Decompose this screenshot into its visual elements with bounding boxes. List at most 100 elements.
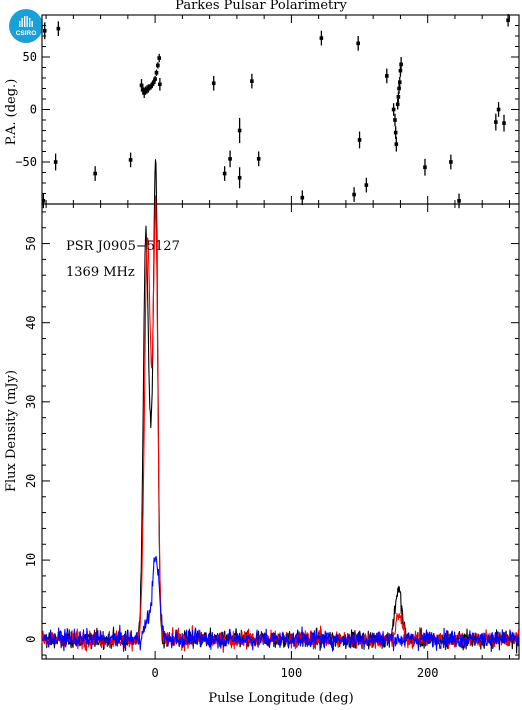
pa-marker bbox=[151, 80, 156, 84]
pa-marker bbox=[228, 157, 232, 161]
pa-point bbox=[506, 13, 510, 27]
pa-marker bbox=[211, 81, 216, 86]
pa-point bbox=[356, 36, 360, 51]
pa-point bbox=[393, 113, 397, 127]
pa-marker bbox=[385, 74, 389, 78]
csiro-logo-disc bbox=[9, 9, 43, 43]
pa-marker bbox=[141, 87, 145, 92]
pa-point bbox=[157, 53, 162, 63]
pa-point bbox=[393, 126, 398, 139]
pa-marker bbox=[53, 160, 58, 164]
pa-point bbox=[364, 177, 369, 193]
pa-ticks: −50 0 50 bbox=[15, 15, 519, 204]
pa-point bbox=[457, 193, 461, 209]
pa-point bbox=[93, 166, 97, 181]
pa-marker bbox=[396, 95, 401, 99]
circular-polarization-line bbox=[41, 555, 520, 653]
pa-ytick-label: 0 bbox=[30, 103, 37, 117]
csiro-logo-text: CSIRO bbox=[16, 30, 37, 37]
pa-marker bbox=[319, 36, 324, 40]
flux-ticks: 0 10 20 30 40 50 0 100 200 bbox=[24, 204, 519, 680]
pa-marker bbox=[150, 82, 155, 87]
pa-marker bbox=[502, 121, 506, 125]
pa-point bbox=[502, 114, 506, 132]
total-intensity-line bbox=[41, 159, 520, 654]
flux-ytick-label: 40 bbox=[24, 315, 38, 329]
flux-xtick-label: 100 bbox=[281, 666, 303, 680]
pa-marker bbox=[142, 90, 147, 95]
pa-ytick-label: 50 bbox=[23, 50, 37, 64]
pa-point bbox=[56, 21, 61, 36]
pa-marker bbox=[237, 128, 242, 133]
pa-marker bbox=[398, 68, 403, 73]
pa-marker bbox=[237, 175, 242, 180]
flux-xlabel: Pulse Longitude (deg) bbox=[208, 691, 353, 706]
pa-point bbox=[396, 91, 401, 103]
pa-point bbox=[222, 166, 227, 181]
pa-ytick-label: −50 bbox=[15, 155, 37, 169]
flux-panel: 0 10 20 30 40 50 0 100 200 Flux Density (mJy) Pu… bbox=[4, 159, 520, 706]
pa-point bbox=[42, 22, 47, 40]
pa-marker bbox=[128, 158, 133, 162]
pa-point bbox=[237, 117, 242, 144]
pa-point bbox=[394, 136, 399, 152]
flux-ytick-label: 30 bbox=[24, 395, 38, 409]
pa-point bbox=[423, 158, 427, 176]
pa-marker bbox=[356, 41, 360, 46]
pa-panel-frame bbox=[41, 14, 520, 205]
pa-point bbox=[211, 75, 216, 91]
pa-marker bbox=[391, 107, 396, 112]
pa-marker bbox=[93, 171, 97, 176]
pa-point bbox=[357, 131, 362, 149]
pa-marker bbox=[364, 183, 369, 187]
flux-ytick-label: 50 bbox=[24, 236, 38, 250]
flux-xtick-label: 0 bbox=[151, 666, 158, 680]
pa-ylabel: P.A. (deg.) bbox=[4, 79, 19, 146]
pa-marker bbox=[149, 84, 153, 89]
pa-point bbox=[158, 78, 162, 91]
pa-point bbox=[496, 102, 501, 117]
pa-marker bbox=[423, 165, 427, 170]
pa-marker bbox=[494, 120, 498, 124]
pa-point bbox=[156, 62, 160, 69]
pa-marker bbox=[394, 142, 399, 146]
flux-ytick-label: 20 bbox=[24, 474, 38, 488]
csiro-logo: CSIRO bbox=[9, 9, 43, 43]
pa-point bbox=[399, 57, 403, 72]
pa-marker bbox=[496, 107, 501, 112]
pa-marker bbox=[56, 26, 61, 31]
pa-marker bbox=[393, 118, 397, 122]
pa-point bbox=[391, 103, 396, 116]
pa-marker bbox=[395, 102, 400, 107]
pa-point bbox=[385, 68, 389, 84]
pa-marker bbox=[156, 63, 160, 68]
pa-point bbox=[256, 151, 261, 167]
pa-marker bbox=[42, 28, 47, 33]
pa-marker bbox=[157, 56, 162, 60]
pa-point bbox=[352, 187, 356, 202]
page-title: Parkes Pulsar Polarimetry bbox=[175, 0, 347, 13]
pa-marker bbox=[256, 157, 261, 161]
pa-points bbox=[41, 13, 510, 209]
pa-marker bbox=[399, 62, 403, 67]
pa-marker bbox=[352, 192, 356, 197]
pa-marker bbox=[300, 195, 305, 200]
pa-marker bbox=[457, 199, 461, 203]
pa-point bbox=[397, 83, 401, 94]
pa-marker bbox=[393, 130, 398, 135]
flux-ylabel: Flux Density (mJy) bbox=[4, 370, 19, 492]
pa-marker bbox=[153, 77, 157, 81]
pa-point bbox=[398, 64, 403, 77]
pa-marker bbox=[357, 138, 362, 142]
pa-point bbox=[128, 152, 133, 168]
pa-point bbox=[53, 153, 58, 171]
pa-marker bbox=[41, 199, 46, 203]
flux-xtick-label: 200 bbox=[417, 666, 439, 680]
pa-marker bbox=[250, 79, 254, 83]
pa-point bbox=[395, 99, 400, 110]
flux-ytick-label: 0 bbox=[24, 636, 38, 643]
pa-panel: −50 0 50 P.A. (deg.) bbox=[4, 13, 520, 209]
pa-point bbox=[397, 76, 402, 88]
pa-marker bbox=[506, 18, 510, 23]
